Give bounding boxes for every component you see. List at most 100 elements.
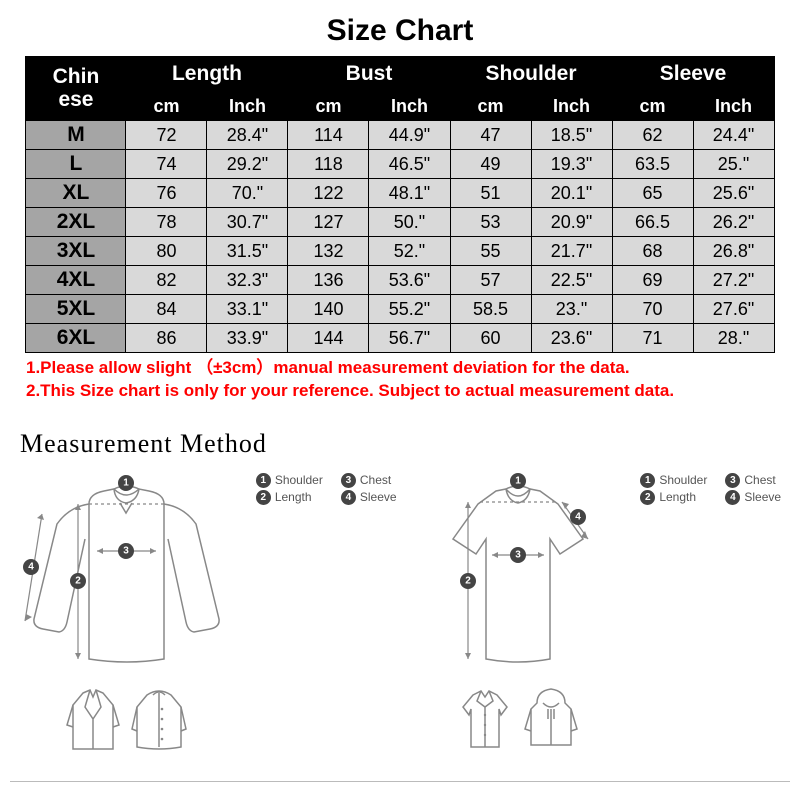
diagram-tshirt: 1 2 3 4 (418, 469, 618, 757)
measurement-legend-right: 1Shoulder 3 Chest 2 Length 4 Sleeve (640, 473, 781, 505)
unit-header: cm (288, 92, 369, 121)
measurement-legend-left: 1 Shoulder 3 Chest 2 Length 4 Sleeve (256, 473, 397, 505)
blazer-icon (63, 685, 123, 757)
size-label: 2XL (26, 208, 126, 237)
unit-header: Inch (369, 92, 450, 121)
data-cell: 44.9" (369, 121, 450, 150)
legend-item: 3 Chest (725, 473, 781, 488)
data-cell: 71 (612, 324, 693, 353)
data-cell: 33.9" (207, 324, 288, 353)
size-label: L (26, 150, 126, 179)
col-header-length: Length (126, 57, 288, 92)
data-cell: 26.2" (693, 208, 774, 237)
legend-label: Chest (360, 473, 391, 487)
data-cell: 114 (288, 121, 369, 150)
data-cell: 49 (450, 150, 531, 179)
data-cell: 48.1" (369, 179, 450, 208)
legend-label: Sleeve (744, 490, 781, 504)
legend-item: 1 Shoulder (256, 473, 323, 488)
data-cell: 33.1" (207, 295, 288, 324)
data-cell: 55 (450, 237, 531, 266)
legend-label: Length (659, 490, 696, 504)
unit-header: cm (450, 92, 531, 121)
data-cell: 46.5" (369, 150, 450, 179)
data-cell: 29.2" (207, 150, 288, 179)
data-cell: 21.7" (531, 237, 612, 266)
size-label: XL (26, 179, 126, 208)
legend-number-icon: 4 (341, 490, 356, 505)
mini-garments-left (63, 685, 189, 757)
data-cell: 60 (450, 324, 531, 353)
data-cell: 52." (369, 237, 450, 266)
legend-number-icon: 3 (725, 473, 740, 488)
data-cell: 30.7" (207, 208, 288, 237)
legend-item: 2 Length (256, 490, 323, 505)
data-cell: 57 (450, 266, 531, 295)
diagram-longsleeve: 1 2 3 4 (19, 469, 234, 757)
hoodie-icon (521, 685, 581, 757)
size-chart-notes: 1.Please allow slight （±3cm）manual measu… (26, 357, 774, 403)
legend-item: 4 Sleeve (341, 490, 397, 505)
legend-number-icon: 4 (725, 490, 740, 505)
data-cell: 19.3" (531, 150, 612, 179)
data-cell: 118 (288, 150, 369, 179)
data-cell: 26.8" (693, 237, 774, 266)
legend-label: Length (275, 490, 312, 504)
size-chart-title: Size Chart (0, 0, 800, 56)
unit-header: cm (126, 92, 207, 121)
data-cell: 18.5" (531, 121, 612, 150)
size-label: 5XL (26, 295, 126, 324)
legend-item: 4 Sleeve (725, 490, 781, 505)
measurement-diagrams: 1 2 3 4 1 Shoulder 3 Chest 2 Length 4 Sleeve (8, 469, 792, 757)
legend-item: 3 Chest (341, 473, 397, 488)
jacket-icon (129, 685, 189, 757)
data-cell: 23.6" (531, 324, 612, 353)
legend-label: Sleeve (360, 490, 397, 504)
legend-number-icon: 1 (256, 473, 271, 488)
measurement-method-title: Measurement Method (20, 429, 800, 459)
shirt-icon (455, 685, 515, 757)
data-cell: 65 (612, 179, 693, 208)
svg-text:2: 2 (466, 575, 472, 586)
size-label: 3XL (26, 237, 126, 266)
legend-item: 1Shoulder (640, 473, 707, 488)
legend-label: Chest (744, 473, 775, 487)
data-cell: 20.1" (531, 179, 612, 208)
svg-text:3: 3 (516, 549, 522, 560)
data-cell: 76 (126, 179, 207, 208)
data-cell: 72 (126, 121, 207, 150)
unit-header: Inch (207, 92, 288, 121)
divider (10, 781, 790, 782)
unit-header: cm (612, 92, 693, 121)
data-cell: 136 (288, 266, 369, 295)
legend-number-icon: 2 (256, 490, 271, 505)
svg-text:4: 4 (28, 561, 34, 572)
data-cell: 74 (126, 150, 207, 179)
col-header-shoulder: Shoulder (450, 57, 612, 92)
legend-label: Shoulder (275, 473, 323, 487)
data-cell: 66.5 (612, 208, 693, 237)
legend-label: Shoulder (659, 473, 707, 487)
size-label: M (26, 121, 126, 150)
mini-garments-right (455, 685, 581, 757)
legend-number-icon: 2 (640, 490, 655, 505)
note-2: 2.This Size chart is only for your refer… (26, 380, 774, 403)
svg-text:3: 3 (123, 545, 129, 556)
data-cell: 27.2" (693, 266, 774, 295)
data-cell: 25." (693, 150, 774, 179)
data-cell: 56.7" (369, 324, 450, 353)
data-cell: 68 (612, 237, 693, 266)
data-cell: 32.3" (207, 266, 288, 295)
svg-text:1: 1 (516, 475, 522, 486)
data-cell: 140 (288, 295, 369, 324)
data-cell: 70." (207, 179, 288, 208)
longsleeve-icon: 1 2 3 4 (19, 469, 234, 679)
legend-number-icon: 3 (341, 473, 356, 488)
data-cell: 58.5 (450, 295, 531, 324)
data-cell: 20.9" (531, 208, 612, 237)
data-cell: 127 (288, 208, 369, 237)
col-header-size: Chinese (26, 57, 126, 121)
note-1: 1.Please allow slight （±3cm）manual measu… (26, 357, 774, 380)
data-cell: 55.2" (369, 295, 450, 324)
data-cell: 144 (288, 324, 369, 353)
